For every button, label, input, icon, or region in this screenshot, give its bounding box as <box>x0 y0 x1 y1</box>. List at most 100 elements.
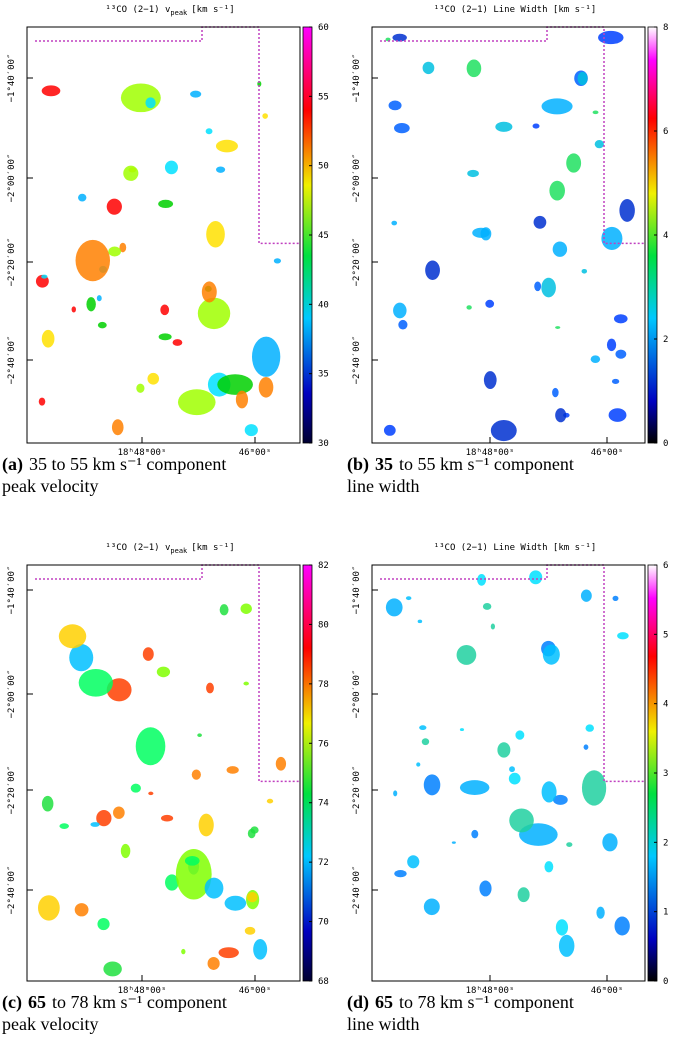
emission-blob <box>541 781 557 803</box>
emission-blob <box>577 71 588 86</box>
emission-blob <box>142 647 154 661</box>
colorbar-label: 5 <box>663 630 668 640</box>
emission-blob <box>243 681 249 686</box>
emission-blob <box>615 349 627 359</box>
emission-blob <box>544 861 554 873</box>
emission-blob <box>388 100 402 111</box>
emission-blob <box>106 198 122 215</box>
caption-text: to 55 km s⁻¹ component <box>399 454 574 474</box>
emission-blob <box>482 603 492 610</box>
emission-blob <box>606 338 617 352</box>
emission-blob <box>111 419 124 436</box>
caption-bold: 65 <box>375 992 393 1012</box>
dec-label: −1°40′00″ <box>352 566 362 615</box>
emission-blob <box>398 319 408 330</box>
emission-blob <box>459 780 490 795</box>
title-end: [km s⁻¹] <box>191 5 234 15</box>
dec-label: −2°20′00″ <box>352 238 362 287</box>
emission-blob <box>119 242 127 253</box>
dec-label: −2°20′00″ <box>7 238 17 287</box>
emission-blob <box>509 766 515 773</box>
emission-blob <box>533 215 547 229</box>
emission-blob <box>41 85 61 97</box>
emission-blob <box>258 376 274 398</box>
survey-boundary <box>35 26 300 245</box>
title-main: ¹³CO (2−1) v <box>105 543 170 553</box>
emission-blob <box>552 241 568 257</box>
emission-blob <box>581 770 607 806</box>
colorbar-label: 70 <box>318 918 329 928</box>
emission-blob <box>71 306 76 313</box>
emission-blob <box>581 268 588 274</box>
emission-blob <box>219 604 229 616</box>
emission-blob <box>130 783 141 793</box>
ra-label: 18ʰ48ᵐ00ˢ <box>118 986 167 996</box>
emission-blob <box>165 874 179 891</box>
emission-blob <box>601 226 623 251</box>
title-main: ¹³CO (2−1) v <box>105 5 170 15</box>
caption-bold: 65 <box>28 992 46 1012</box>
emission-blob <box>201 281 217 303</box>
panel: ¹³CO (2−1) vpeak [km s⁻¹] −1°40′00″ −2°00′0… <box>2 543 329 1034</box>
emission-blob <box>471 829 479 839</box>
caption-line2: line width <box>347 476 420 496</box>
panel-title: ¹³CO (2−1) Line Width [km s⁻¹] <box>434 5 597 15</box>
emission-blob <box>534 281 542 292</box>
emission-blob <box>383 424 396 436</box>
caption-label: (a) <box>2 454 23 475</box>
emission-blob <box>273 258 282 264</box>
emission-blob <box>120 83 161 113</box>
emission-blob <box>136 383 145 393</box>
emission-blob <box>490 419 517 442</box>
emission-blob <box>75 239 111 282</box>
colorbar-label: 6 <box>663 561 668 571</box>
emission-blob <box>145 97 156 109</box>
emission-blob <box>555 326 561 329</box>
emission-blob <box>184 855 200 866</box>
colorbar-label: 78 <box>318 680 329 690</box>
colorbar-label: 55 <box>318 92 329 102</box>
emission-blob <box>613 314 628 324</box>
emission-blob <box>394 123 410 134</box>
emission-blob <box>451 841 456 844</box>
emission-blob <box>190 90 202 98</box>
emission-blob <box>207 956 220 970</box>
caption-label: (c) <box>2 992 22 1013</box>
dec-label: −2°00′00″ <box>7 670 17 719</box>
title-sub: peak <box>170 547 188 555</box>
emission-blob <box>226 766 239 774</box>
emission-blob <box>541 277 556 298</box>
emission-blob <box>206 221 225 248</box>
emission-blob <box>421 738 430 746</box>
emission-blob <box>216 166 226 173</box>
emission-blob <box>407 855 420 869</box>
ra-label: 46ᵐ00ˢ <box>591 986 624 996</box>
emission-blob <box>385 598 403 617</box>
colorbar-label: 68 <box>318 977 329 987</box>
emission-blob <box>467 169 479 178</box>
emission-blob <box>108 246 121 257</box>
ra-label: 18ʰ48ᵐ00ˢ <box>466 986 515 996</box>
ra-label: 46ᵐ00ˢ <box>239 448 272 458</box>
emission-blob <box>244 424 258 437</box>
caption-label: (d) <box>347 992 369 1013</box>
emission-blob <box>608 408 627 422</box>
emission-blob <box>542 644 560 665</box>
emission-blob <box>541 98 573 115</box>
dec-label: −2°40′00″ <box>352 866 362 915</box>
emission-blob <box>566 153 582 173</box>
emission-blob <box>392 33 407 42</box>
colorbar-label: 0 <box>663 439 668 449</box>
emission-blob <box>472 227 490 238</box>
caption-line2: peak velocity <box>2 476 98 496</box>
emission-blob <box>495 121 513 132</box>
emission-blob <box>191 769 201 780</box>
emission-blob <box>58 624 87 649</box>
emission-blob <box>566 842 573 847</box>
emission-blob <box>612 595 619 601</box>
emission-blob <box>423 898 440 916</box>
colorbar-label: 50 <box>318 162 329 172</box>
ra-label: 18ʰ48ᵐ00ˢ <box>466 448 515 458</box>
colorbar-label: 3 <box>663 769 668 779</box>
panel-title: ¹³CO (2−1) vpeak [km s⁻¹] <box>105 5 234 17</box>
